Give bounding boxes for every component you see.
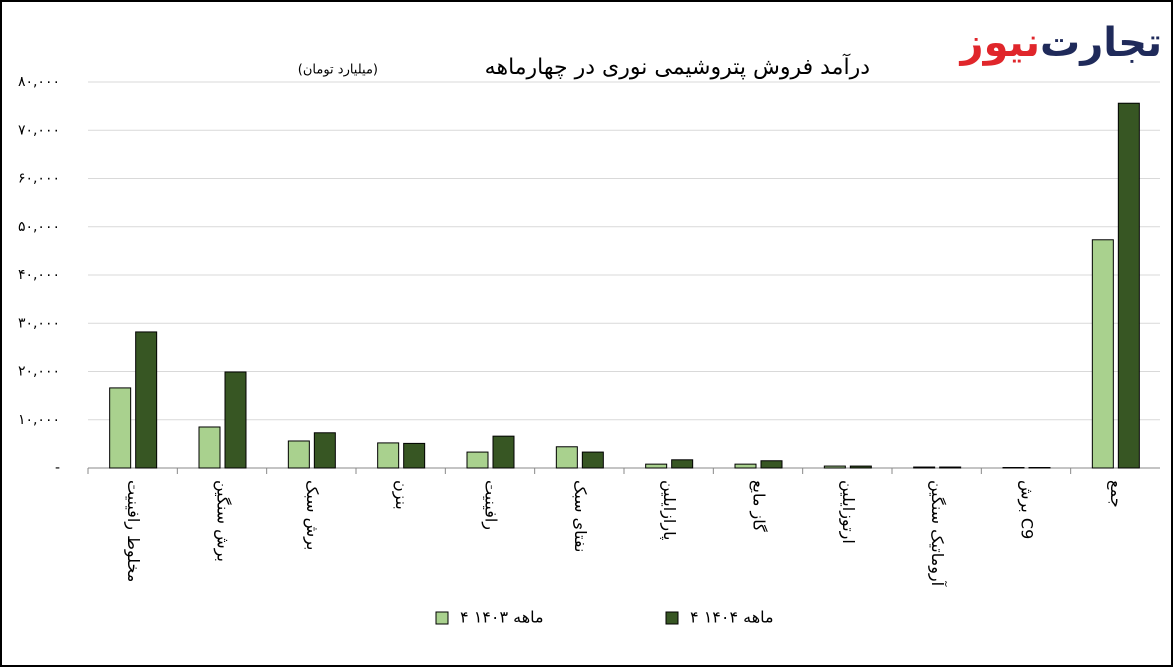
bar [1117, 102, 1140, 469]
x-tick-label: جمع [1106, 480, 1126, 508]
x-tick-label: مخلوط رافینیت [123, 480, 143, 582]
chart-title: درآمد فروش پتروشیمی نوری در چهارماهه [485, 53, 870, 80]
brand-part2: نیوز [959, 20, 1040, 66]
bar [466, 451, 489, 469]
x-tick-label: برش سبک [302, 480, 322, 550]
bar [135, 331, 158, 469]
bar [1091, 239, 1114, 469]
y-tick-label: ۱۰,۰۰۰ [18, 412, 60, 428]
x-tick-label: نفتای سبک [571, 480, 590, 552]
x-tick-label: برش C9 [1017, 480, 1037, 539]
bar [492, 435, 515, 469]
x-tick-label: بنزن [391, 480, 411, 510]
legend-label: ۴ ماهه ۱۴۰۴ [690, 608, 774, 627]
y-tick-label: ۳۰,۰۰۰ [18, 315, 60, 331]
y-tick-label: ۲۰,۰۰۰ [18, 364, 60, 380]
y-tick-label: ۴۰,۰۰۰ [18, 267, 60, 283]
x-tick-label: گاز مایع [749, 480, 769, 532]
bar [671, 459, 694, 469]
bar [287, 440, 310, 469]
bar [198, 426, 221, 469]
y-tick-label: ۷۰,۰۰۰ [18, 122, 60, 138]
bar [555, 446, 578, 469]
y-tick-label: ۵۰,۰۰۰ [18, 219, 60, 235]
y-tick-label: - [55, 460, 60, 476]
chart-subtitle: (میلیارد تومان) [298, 63, 378, 78]
legend-label: ۴ ماهه ۱۴۰۳ [460, 608, 544, 627]
bar [849, 465, 872, 469]
y-tick-label: ۶۰,۰۰۰ [18, 171, 60, 187]
x-tick-label: آروماتیک سنگین [927, 480, 947, 588]
x-tick-label: برش سنگین [213, 480, 233, 562]
bar [403, 442, 426, 469]
bar [823, 465, 846, 469]
bar [224, 371, 247, 469]
bar [939, 466, 962, 469]
legend-swatch [665, 611, 679, 625]
bar [377, 442, 400, 469]
brand-part1: تجارت [1040, 20, 1162, 66]
bar [109, 387, 132, 469]
bar [734, 463, 757, 469]
bar [581, 451, 604, 469]
x-tick-label: رافینیت [481, 480, 501, 530]
y-tick-label: ۸۰,۰۰۰ [18, 74, 60, 90]
bar [645, 463, 668, 469]
legend-swatch [435, 611, 449, 625]
x-tick-label: ارتوزایلین [838, 480, 858, 544]
bar [760, 460, 783, 469]
bar [313, 432, 336, 469]
bar [913, 466, 936, 469]
x-tick-label: پارازایلین [659, 480, 679, 540]
